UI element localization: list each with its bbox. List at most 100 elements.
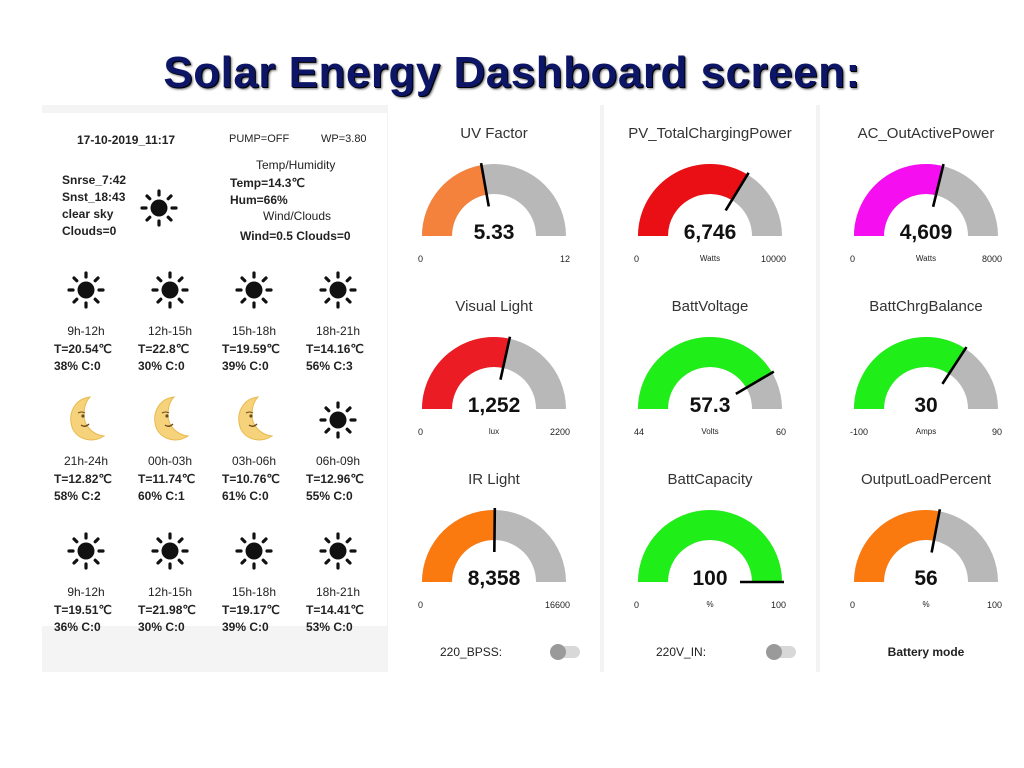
forecast-temp: T=14.41℃ [306, 603, 364, 617]
sky-condition: clear sky [62, 207, 114, 221]
moon-icon [64, 394, 106, 441]
weather-panel: 17-10-2019_11:17 PUMP=OFF WP=3.80 Snrse_… [42, 105, 387, 672]
forecast-item: 15h-18h T=19.17℃ 39% C:0 [222, 531, 302, 651]
gauge-batt-chrg-balance: BattChrgBalance 30 -100 90 Amps [820, 278, 1024, 451]
forecast-item: 03h-06h T=10.76℃ 61% C:0 [222, 396, 302, 520]
gauge-output-load-percent: OutputLoadPercent 56 0 100% [820, 451, 1024, 624]
gauge-fill [854, 510, 940, 582]
gauge-max-label: 10000 [760, 254, 786, 264]
dashboard: 17-10-2019_11:17 PUMP=OFF WP=3.80 Snrse_… [42, 105, 1024, 672]
gauge-needle [735, 370, 775, 395]
bypass-toggle[interactable] [550, 644, 580, 660]
forecast-item: 18h-21h T=14.16℃ 56% C:3 [306, 270, 386, 390]
gauge-needle [499, 336, 512, 380]
gauge-needle [930, 509, 942, 553]
gauge-fill [422, 337, 510, 409]
input-switch-label: 220V_IN: [656, 645, 707, 659]
forecast-item: 06h-09h T=12.96℃ 55% C:0 [306, 400, 386, 520]
forecast-temp: T=21.98℃ [138, 603, 196, 617]
gauge-max-label: 12 [559, 254, 570, 264]
gauge-title: IR Light [468, 471, 520, 488]
gauge-needle [931, 163, 945, 208]
forecast-item: 12h-15h T=22.8℃ 30% C:0 [138, 270, 218, 390]
gauge-max-label: 90 [991, 427, 1002, 437]
forecast-humidity-clouds: 53% C:0 [306, 620, 353, 634]
forecast-temp: T=10.76℃ [222, 472, 280, 486]
gauge-unit: Watts [699, 254, 721, 263]
forecast-time: 18h-21h [315, 324, 361, 338]
gauge-title: AC_OutActivePower [857, 125, 995, 142]
gauge-ir-light: IR Light 8,358 0 16600 [388, 451, 600, 624]
forecast-humidity-clouds: 38% C:0 [54, 359, 101, 373]
forecast-humidity-clouds: 30% C:0 [138, 359, 185, 373]
gauge-min-label: 0 [634, 254, 640, 264]
gauge-value: 100 [692, 567, 728, 590]
moon-icon [232, 394, 274, 441]
gauge-value: 1,252 [467, 394, 521, 417]
forecast-time: 12h-15h [147, 324, 193, 338]
weather-card: 17-10-2019_11:17 PUMP=OFF WP=3.80 Snrse_… [42, 113, 387, 634]
gauge-fill [422, 165, 487, 236]
moon-icon [148, 394, 190, 441]
date-time: 17-10-2019_11:17 [77, 133, 176, 147]
forecast-item: 12h-15h T=21.98℃ 30% C:0 [138, 531, 218, 651]
gauge-value: 30 [914, 394, 938, 417]
sun-icon [150, 270, 190, 310]
sun-info: Snrse_7:42 Snst_18:43 clear sky Clouds=0 [62, 172, 126, 240]
gauge-unit: % [922, 600, 930, 609]
gauge-min-label: 0 [418, 427, 424, 437]
toggle-knob [766, 644, 782, 660]
sun-icon [66, 270, 106, 310]
forecast-time: 15h-18h [231, 324, 277, 338]
forecast-temp: T=19.59℃ [222, 342, 280, 356]
gauge-ac-out-active-power: AC_OutActivePower 4,609 0 8000 Watts [820, 105, 1024, 278]
sun-icon [66, 531, 106, 571]
forecast-time: 12h-15h [147, 585, 193, 599]
gauge-max-label: 8000 [981, 254, 1002, 264]
gauge-max-label: 60 [775, 427, 786, 437]
gauge-min-label: 0 [634, 600, 640, 610]
gauge-max-label: 2200 [549, 427, 570, 437]
gauge-title: PV_TotalChargingPower [628, 125, 792, 142]
temp-humidity-title: Temp/Humidity [256, 158, 336, 172]
gauge-unit: lux [488, 427, 500, 436]
forecast-time: 21h-24h [63, 454, 109, 468]
gauge-min-label: 44 [634, 427, 645, 437]
gauge-dial [854, 163, 998, 236]
gauge-min-label: -100 [850, 427, 869, 437]
gauge-fill [422, 510, 495, 582]
forecast-item: 00h-03h T=11.74℃ 60% C:1 [138, 396, 218, 520]
wp-value: WP=3.80 [321, 133, 367, 145]
gauge-dial [638, 337, 782, 409]
gauge-min-label: 0 [418, 254, 424, 264]
gauge-max-label: 16600 [544, 600, 570, 610]
gauge-pv-charging-power: PV_TotalChargingPower 6,746 0 10000 Watts [604, 105, 816, 278]
sunset-time: Snst_18:43 [62, 190, 126, 204]
forecast-humidity-clouds: 30% C:0 [138, 620, 185, 634]
gauge-title: BattChrgBalance [869, 298, 983, 315]
gauge-column-2: PV_TotalChargingPower 6,746 0 10000 Watts Ba… [604, 105, 816, 672]
gauge-unit: Volts [701, 427, 719, 436]
gauge-max-label: 100 [986, 600, 1002, 610]
input-toggle[interactable] [766, 644, 796, 660]
forecast-time: 15h-18h [231, 585, 277, 599]
sun-icon [139, 188, 179, 228]
sunrise-time: Snrse_7:42 [62, 173, 127, 187]
gauge-value: 5.33 [473, 221, 515, 244]
gauge-min-label: 0 [850, 600, 856, 610]
forecast-temp: T=22.8℃ [138, 342, 190, 356]
gauge-fill [638, 337, 773, 409]
gauge-dial [422, 336, 566, 409]
gauge-dial [422, 162, 566, 236]
gauge-dial [638, 510, 784, 584]
gauge-uv-factor: UV Factor 5.33 0 12 [388, 105, 600, 278]
wind-clouds-title: Wind/Clouds [263, 209, 332, 223]
gauge-dial [854, 337, 998, 409]
sun-icon [150, 531, 190, 571]
gauge-column-1: UV Factor 5.33 0 12 Visual Light 1,252 0 2200 l… [388, 105, 600, 672]
gauge-column-3: AC_OutActivePower 4,609 0 8000 Watts BattChr… [820, 105, 1024, 672]
forecast-time: 03h-06h [231, 454, 277, 468]
forecast-humidity-clouds: 61% C:0 [222, 489, 269, 503]
gauge-unit: Amps [915, 427, 937, 436]
forecast-humidity-clouds: 36% C:0 [54, 620, 101, 634]
